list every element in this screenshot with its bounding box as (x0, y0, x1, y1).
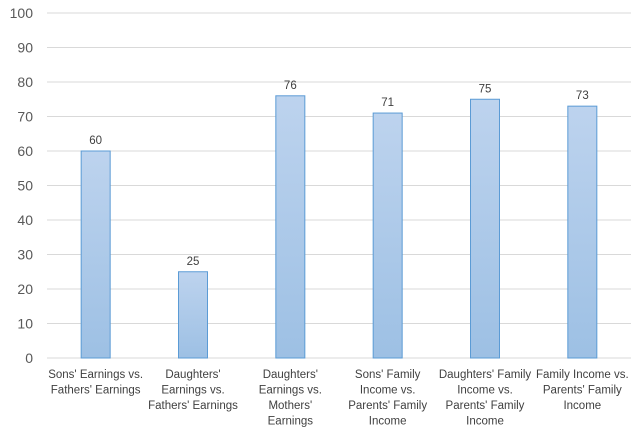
category-label-line: Earnings vs. (259, 385, 322, 397)
category-label-line: Earnings (268, 416, 314, 428)
category-label-line: Income (466, 416, 504, 428)
category-label-line: Income (563, 400, 601, 412)
y-tick-label: 70 (17, 109, 33, 125)
category-label: Daughters' Earnings vs. Mothers' Earnings (259, 369, 322, 428)
category-label-line: Parents' Family (543, 385, 622, 397)
category-label-line: Sons' Earnings vs. (48, 369, 143, 381)
category-label-line: Fathers' Earnings (51, 385, 141, 397)
data-label: 25 (187, 256, 200, 268)
y-tick-label: 60 (17, 143, 33, 159)
y-tick-label: 30 (17, 247, 33, 263)
y-tick-label: 90 (17, 40, 33, 56)
category-label-line: Fathers' Earnings (148, 400, 238, 412)
y-tick-label: 80 (17, 74, 33, 90)
y-tick-label: 50 (17, 178, 33, 194)
data-label: 73 (576, 90, 589, 102)
category-label-line: Earnings vs. (161, 385, 224, 397)
bar (275, 95, 306, 359)
category-label-line: Daughters' Family (439, 369, 532, 381)
bars (80, 95, 598, 359)
data-label: 71 (381, 97, 394, 109)
category-label-line: Sons' Family (355, 369, 421, 381)
bar (178, 271, 208, 359)
data-label: 60 (89, 135, 102, 147)
category-label-line: Family Income vs. (536, 369, 629, 381)
y-tick-label: 20 (17, 281, 33, 297)
bar (470, 98, 500, 359)
y-tick-label: 10 (17, 316, 33, 332)
bar (567, 105, 598, 359)
y-tick-label: 40 (17, 212, 33, 228)
category-label: Sons' Family Income vs. Parents' Family Inc… (348, 369, 427, 428)
category-label-line: Daughters' (263, 369, 318, 381)
category-label: Daughters' Earnings vs. Fathers' Earnings (148, 369, 238, 412)
data-label: 76 (284, 80, 297, 92)
category-label: Sons' Earnings vs. Fathers' Earnings (48, 369, 143, 397)
category-label-line: Daughters' (165, 369, 220, 381)
y-tick-label: 100 (10, 5, 34, 21)
category-label-line: Income vs. (457, 385, 513, 397)
category-label-line: Income vs. (360, 385, 416, 397)
bar (372, 112, 403, 359)
data-labels: 60 25 76 71 75 73 (89, 80, 588, 268)
category-label-line: Income (369, 416, 407, 428)
category-label-line: Parents' Family (446, 400, 525, 412)
category-label: Family Income vs. Parents' Family Income (536, 369, 629, 412)
y-axis-tick-labels: 0 10 20 30 40 50 60 70 80 90 100 (10, 5, 34, 366)
bar (80, 150, 111, 359)
data-label: 75 (479, 83, 492, 95)
category-label-line: Parents' Family (348, 400, 427, 412)
y-tick-label: 0 (25, 350, 33, 366)
x-axis-category-labels: Sons' Earnings vs. Fathers' EarningsDaugh… (48, 369, 628, 428)
gridlines (47, 12, 631, 359)
category-label: Daughters' Family Income vs. Parents' Fami… (439, 369, 532, 428)
category-label-line: Mothers' (268, 400, 312, 412)
